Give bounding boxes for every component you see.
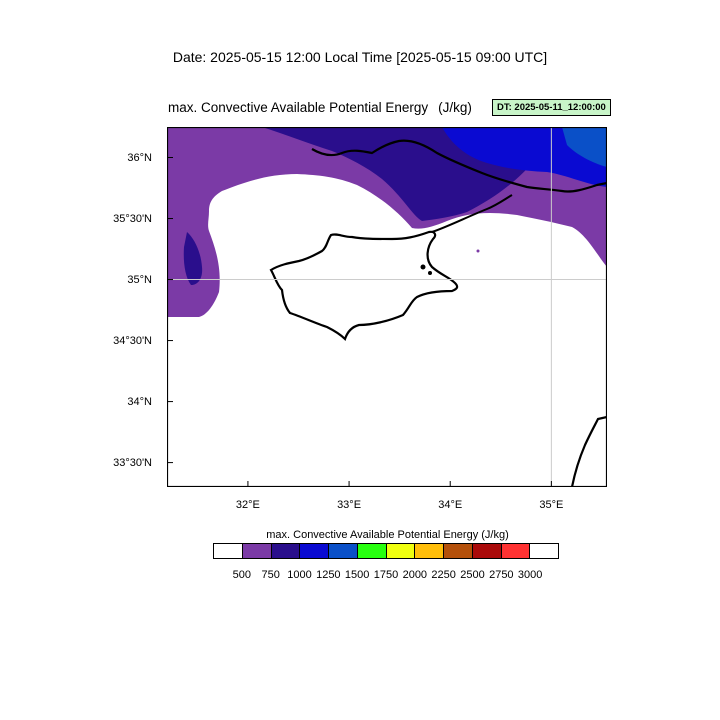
- colorbar-swatch: [300, 544, 329, 558]
- colorbar-label: 2250: [431, 569, 456, 581]
- karpas-coastline: [431, 194, 513, 233]
- cape-shading-1000-1250: [442, 127, 607, 187]
- map-title-units: (J/kg): [438, 100, 472, 115]
- colorbar-label: 500: [232, 569, 251, 581]
- colorbar-title: max. Convective Available Potential Ener…: [266, 529, 509, 541]
- colorbar-label: 1750: [373, 569, 399, 581]
- lon-tick-label: 34°E: [438, 499, 463, 511]
- map-canvas: [167, 127, 607, 487]
- lat-tick-label: 33°30'N: [113, 456, 152, 469]
- cape-shading-1250-1500: [562, 127, 607, 167]
- colorbar-swatch: [415, 544, 444, 558]
- cyprus-island: [269, 230, 459, 342]
- colorbar-swatch: [271, 544, 301, 558]
- cape-shading-750-1000-west: [183, 232, 203, 285]
- lat-tick-label: 34°N: [127, 395, 152, 408]
- colorbar-swatch: [501, 544, 531, 558]
- colorbar-label: 3000: [517, 569, 543, 581]
- lat-tick-label: 35°N: [127, 273, 152, 286]
- colorbar-swatch: [386, 544, 416, 558]
- map-border: [167, 127, 607, 487]
- colorbar-swatch: [242, 544, 272, 558]
- colorbar-swatch: [329, 544, 358, 558]
- colorbar-label: 750: [261, 569, 280, 581]
- lon-tick-label: 33°E: [337, 499, 362, 511]
- lon-tick-label: 35°E: [539, 499, 564, 511]
- colorbar-label: 1000: [287, 569, 312, 581]
- colorbar-label: 2000: [402, 569, 428, 581]
- islet-1: [420, 264, 426, 270]
- colorbar-label: 2750: [489, 569, 514, 581]
- islet-3: [476, 249, 480, 253]
- lat-tick-label: 35°30'N: [113, 212, 152, 225]
- colorbar-label: 1500: [344, 569, 370, 581]
- colorbar-swatch: [530, 544, 558, 558]
- colorbar-label: 2500: [460, 569, 485, 581]
- map-title-text: max. Convective Available Potential Ener…: [168, 100, 429, 115]
- colorbar-swatch: [357, 544, 387, 558]
- lon-tick-label: 32°E: [235, 499, 260, 511]
- date-line: Date: 2025-05-15 12:00 Local Time [2025-…: [172, 49, 548, 65]
- lat-tick-label: 34°30'N: [113, 334, 152, 347]
- colorbar-label: 1250: [316, 569, 341, 581]
- lat-tick-label: 36°N: [127, 151, 152, 164]
- turkey-coastline: [311, 139, 607, 193]
- map-panel: [167, 127, 607, 487]
- map-title: max. Convective Available Potential Ener…: [168, 100, 472, 115]
- axis-ticks: [167, 157, 552, 487]
- colorbar: [213, 543, 559, 559]
- colorbar-swatch: [444, 544, 473, 558]
- colorbar-swatch: [472, 544, 502, 558]
- colorbar-swatch: [214, 544, 243, 558]
- islet-2: [428, 271, 432, 275]
- levant-coastline: [570, 415, 607, 487]
- dt-badge: DT: 2025-05-11_12:00:00: [492, 99, 611, 116]
